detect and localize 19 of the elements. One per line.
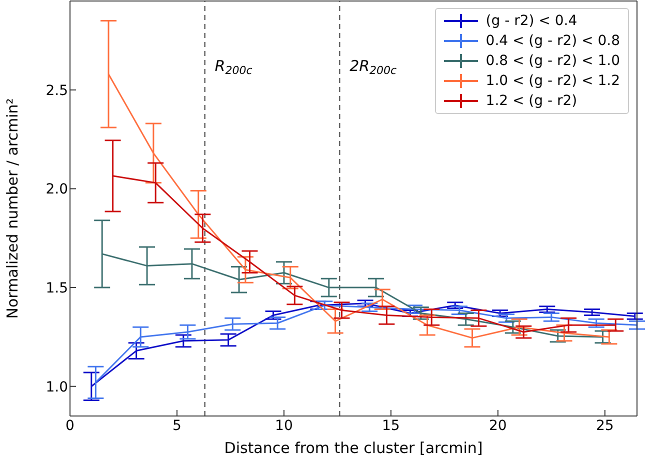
x-tick-label: 10 xyxy=(275,418,293,434)
x-tick-label: 0 xyxy=(66,418,74,434)
ref-line-label: R$_{200c}$ xyxy=(214,57,252,78)
x-tick-label: 25 xyxy=(596,418,614,434)
x-axis-title: Distance from the cluster [arcmin] xyxy=(224,439,483,457)
legend-label: 0.4 < (g - r2) < 0.8 xyxy=(486,32,620,51)
legend-label: 1.0 < (g - r2) < 1.2 xyxy=(486,72,620,91)
y-tick-label: 2.5 xyxy=(46,82,68,99)
y-tick-label: 2.0 xyxy=(46,182,68,198)
x-tick-label: 5 xyxy=(172,418,182,434)
legend-label: (g - r2) < 0.4 xyxy=(486,12,578,31)
x-tick-label: 20 xyxy=(489,418,507,434)
y-tick-label: 1.5 xyxy=(46,280,68,297)
y-axis-title: Normalized number / arcmin² xyxy=(3,98,22,319)
legend-label: 0.8 < (g - r2) < 1.0 xyxy=(486,52,620,71)
x-tick-label: 15 xyxy=(382,418,400,434)
ref-line-label: 2R$_{200c}$ xyxy=(350,57,397,78)
y-tick-label: 1.0 xyxy=(46,379,68,396)
legend-label: 1.2 < (g - r2) xyxy=(486,92,578,111)
